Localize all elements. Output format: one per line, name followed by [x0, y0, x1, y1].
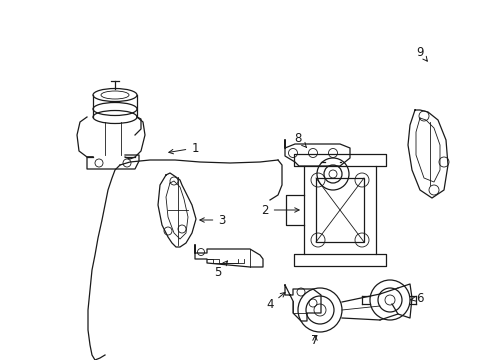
Text: 8: 8	[294, 131, 306, 148]
Text: 6: 6	[410, 292, 423, 305]
Text: 4: 4	[265, 292, 285, 311]
Bar	[315, 178, 363, 242]
Bar	[304, 166, 375, 254]
Text: 2: 2	[261, 203, 299, 216]
Text: 7: 7	[311, 333, 318, 346]
Text: 5: 5	[214, 261, 227, 279]
Text: 9: 9	[415, 45, 427, 61]
Text: 3: 3	[200, 213, 225, 226]
Text: 1: 1	[168, 141, 198, 154]
